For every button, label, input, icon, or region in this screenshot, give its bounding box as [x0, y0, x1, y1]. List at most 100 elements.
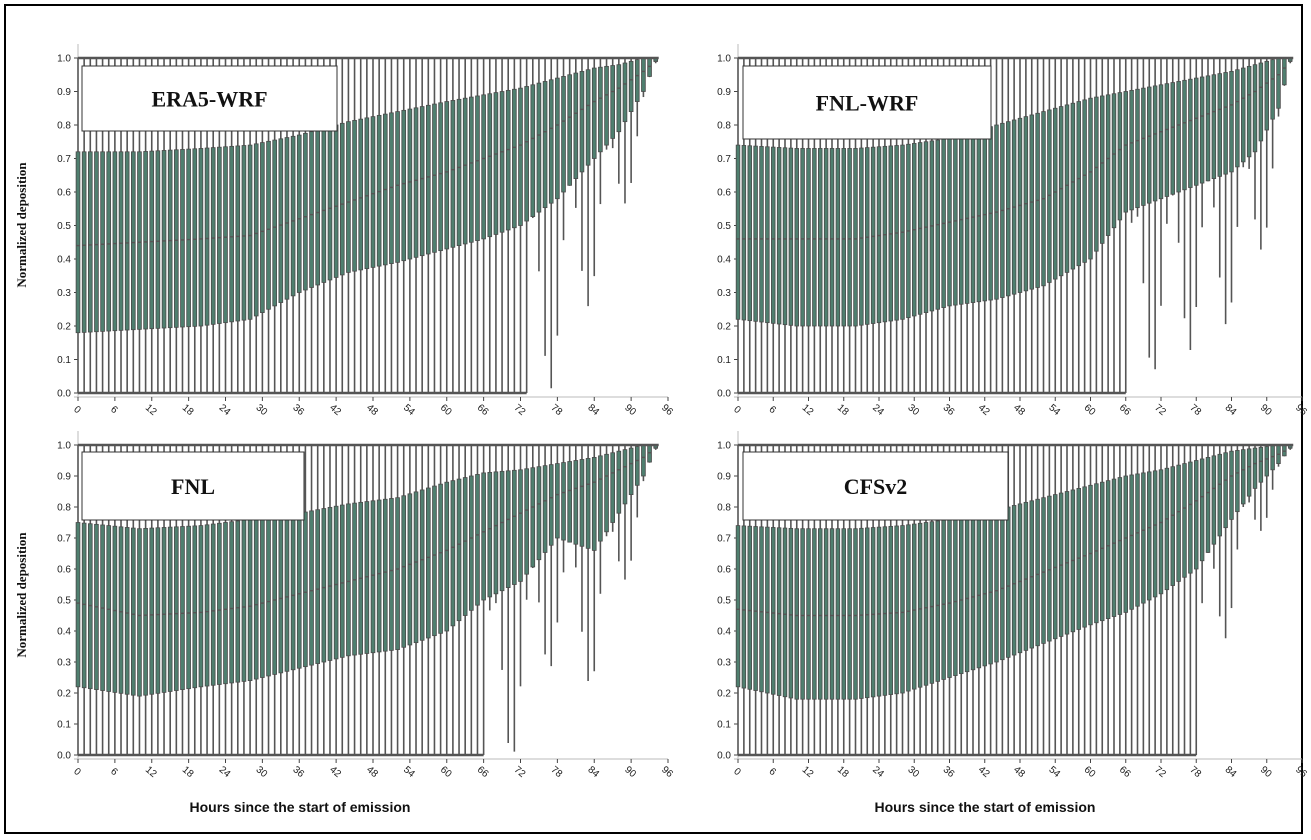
box [1182, 463, 1187, 578]
box [771, 527, 776, 695]
box [253, 143, 259, 317]
box [947, 519, 952, 678]
box [444, 481, 450, 632]
y-tick-label: 0.9 [717, 87, 731, 98]
box [180, 526, 185, 690]
x-tick-label: 42 [327, 764, 343, 780]
x-tick-label: 18 [835, 402, 851, 418]
box [401, 109, 407, 262]
x-tick-label: 12 [143, 764, 159, 780]
box [1170, 82, 1175, 195]
box [823, 148, 829, 327]
box [284, 514, 290, 672]
box [296, 134, 302, 293]
box [389, 498, 394, 651]
box [835, 528, 841, 700]
box [953, 517, 958, 676]
box [370, 500, 376, 654]
box [106, 525, 112, 692]
box [776, 527, 782, 696]
box [530, 84, 536, 217]
panel-title: FNL [171, 474, 215, 499]
ylabel-top: Normalized deposition [14, 162, 29, 288]
box [1123, 475, 1128, 613]
box [1017, 503, 1023, 654]
box [505, 89, 511, 231]
y-tick-label: 0.5 [57, 596, 71, 607]
x-tick-label: 78 [1187, 764, 1203, 780]
box [782, 527, 788, 698]
box [290, 135, 296, 297]
box [1246, 448, 1252, 497]
box [1135, 88, 1140, 209]
box [143, 527, 148, 696]
y-tick-label: 0.1 [717, 355, 731, 366]
x-tick-label: 66 [475, 402, 491, 418]
box [1270, 445, 1275, 471]
box [272, 515, 277, 675]
box [870, 146, 876, 324]
box [413, 491, 419, 644]
x-tick-label: 48 [364, 402, 380, 418]
box [1211, 455, 1217, 545]
box [419, 106, 425, 257]
box [634, 59, 640, 102]
box [1129, 474, 1134, 610]
box [561, 462, 566, 541]
box [853, 148, 858, 327]
x-tick-label: 30 [905, 402, 921, 418]
box [647, 444, 652, 463]
x-tick-label: 0 [731, 404, 743, 416]
box [339, 122, 345, 276]
box [284, 137, 290, 300]
y-tick-label: 0.6 [717, 188, 731, 199]
x-tick-label: 42 [976, 402, 992, 418]
box [333, 505, 339, 660]
box [859, 147, 864, 326]
x-tick-label: 6 [767, 766, 779, 778]
box [161, 527, 167, 693]
box [935, 520, 940, 682]
y-tick-label: 0.1 [57, 720, 71, 731]
box [1258, 446, 1264, 483]
box [598, 455, 603, 542]
box [204, 147, 210, 326]
box [419, 489, 425, 641]
box [118, 151, 124, 331]
box [1182, 79, 1187, 191]
box [1047, 495, 1052, 642]
box [475, 474, 480, 606]
x-tick-label: 72 [512, 402, 528, 418]
box [75, 522, 81, 688]
box [370, 116, 376, 268]
box [1105, 480, 1111, 619]
y-tick-label: 0.4 [717, 627, 731, 638]
panel-2: 0.0 0.1 0.2 0.3 0.4 0.5 0.6 0.7 0.8 0.9 1.0 0 6 12 18 2… [717, 44, 1309, 418]
box [585, 69, 591, 166]
y-tick-label: 0.4 [57, 627, 71, 638]
box [735, 144, 741, 320]
y-tick-label: 0.7 [57, 154, 71, 165]
box [1111, 93, 1117, 229]
box [266, 140, 271, 310]
box [1082, 99, 1087, 263]
box [426, 104, 431, 255]
x-tick-label: 30 [254, 764, 270, 780]
box [641, 444, 646, 477]
box [604, 65, 609, 146]
box [432, 103, 437, 253]
x-tick-label: 54 [1046, 764, 1062, 780]
box [741, 145, 747, 321]
box [806, 528, 811, 700]
y-tick-label: 0.3 [57, 658, 71, 669]
box [413, 107, 419, 258]
y-tick-label: 0.2 [717, 322, 731, 333]
box [1164, 467, 1170, 591]
box [888, 525, 893, 695]
box [894, 525, 899, 695]
box [1205, 456, 1211, 553]
box [1123, 91, 1128, 213]
box [1023, 501, 1029, 651]
y-tick-label: 0.9 [57, 87, 71, 98]
box [180, 149, 185, 328]
